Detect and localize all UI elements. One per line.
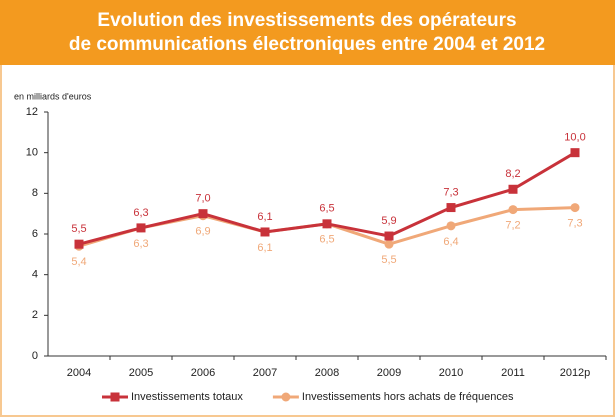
header — [0, 0, 615, 65]
data-label: 5,4 — [71, 256, 86, 268]
data-label: 6,9 — [195, 226, 210, 238]
x-tick-label: 2004 — [67, 367, 91, 379]
x-tick-label: 2005 — [129, 367, 153, 379]
y-tick-label: 4 — [32, 269, 38, 281]
marker — [446, 203, 456, 213]
x-tick-label: 2006 — [191, 367, 215, 379]
data-label: 5,5 — [71, 223, 86, 235]
y-tick-label: 2 — [32, 309, 38, 321]
chart-title: Evolution des investissements des opérat… — [97, 10, 516, 31]
marker — [508, 205, 518, 215]
y-tick-label: 8 — [32, 187, 38, 199]
marker — [260, 227, 270, 237]
y-tick-label: 0 — [32, 350, 38, 362]
x-tick-label: 2010 — [439, 367, 463, 379]
y-tick-label: 6 — [32, 228, 38, 240]
y-tick-label: 12 — [26, 106, 38, 118]
data-label: 6,3 — [133, 238, 148, 250]
data-label: 7,2 — [505, 220, 520, 232]
x-tick-label: 2008 — [315, 367, 339, 379]
marker — [446, 221, 456, 231]
data-label: 6,1 — [257, 242, 272, 254]
data-label: 6,5 — [319, 234, 334, 246]
marker — [198, 209, 208, 219]
data-label: 7,3 — [443, 186, 458, 198]
y-axis-label: en milliards d'euros — [14, 91, 92, 101]
data-label: 8,2 — [505, 168, 520, 180]
x-tick-label: 2012p — [560, 367, 591, 379]
data-label: 7,0 — [195, 193, 210, 205]
legend-marker — [281, 392, 291, 402]
data-label: 6,5 — [319, 203, 334, 215]
marker — [384, 231, 394, 241]
marker — [136, 223, 146, 233]
data-label: 10,0 — [564, 132, 585, 144]
marker — [570, 148, 580, 158]
legend-label: Investissements hors achats de fréquence… — [302, 391, 514, 403]
data-label: 5,9 — [381, 215, 396, 227]
marker — [508, 184, 518, 194]
data-label: 7,3 — [567, 217, 582, 229]
data-label: 5,5 — [381, 254, 396, 266]
marker — [322, 219, 332, 229]
legend-marker — [110, 392, 120, 402]
x-tick-label: 2011 — [501, 367, 525, 379]
marker — [570, 203, 580, 213]
legend-label: Investissements totaux — [131, 391, 243, 403]
marker — [74, 239, 84, 249]
data-label: 6,1 — [257, 211, 272, 223]
chart-title: de communications électroniques entre 20… — [69, 34, 545, 55]
x-tick-label: 2007 — [253, 367, 277, 379]
data-label: 6,4 — [443, 236, 458, 248]
y-tick-label: 10 — [26, 147, 38, 159]
x-tick-label: 2009 — [377, 367, 401, 379]
data-label: 6,3 — [133, 207, 148, 219]
marker — [384, 239, 394, 249]
